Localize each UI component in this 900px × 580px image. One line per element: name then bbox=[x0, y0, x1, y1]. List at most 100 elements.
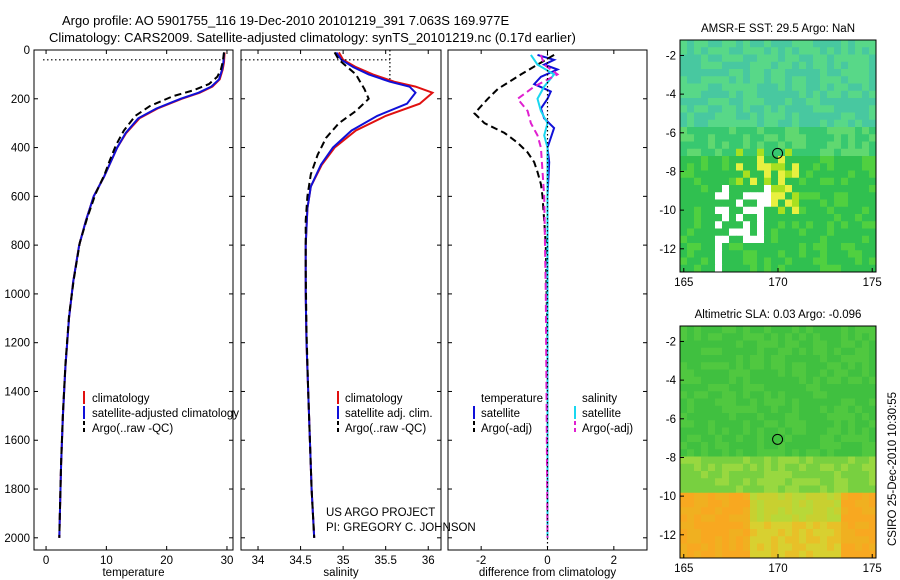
legend-label-temp-satellite: satellite bbox=[481, 408, 520, 420]
sla-map-cell bbox=[848, 485, 856, 494]
sla-map-cell bbox=[778, 478, 786, 486]
sla-map-cell bbox=[778, 449, 786, 457]
sla-map-cell bbox=[750, 391, 758, 399]
sla-map-cell bbox=[862, 362, 870, 370]
sla-map-cell bbox=[792, 405, 800, 414]
sst-map-cell bbox=[736, 134, 744, 142]
sst-map-cell bbox=[715, 112, 723, 121]
sst-map-cell bbox=[778, 47, 786, 55]
sst-map-cell bbox=[799, 221, 807, 229]
sla-map-cell bbox=[757, 413, 765, 421]
sst-map-cell bbox=[855, 98, 863, 106]
sla-map-cell bbox=[827, 529, 835, 537]
sst-map-cell bbox=[799, 250, 807, 258]
sla-map-cell bbox=[715, 514, 723, 523]
sst-map-cell bbox=[813, 235, 821, 244]
sst-map-cell bbox=[813, 69, 821, 77]
sla-map-cell bbox=[694, 362, 702, 370]
sla-map-cell bbox=[827, 384, 835, 392]
sla-map-cell bbox=[743, 529, 751, 537]
sla-map-cell bbox=[715, 347, 723, 356]
sla-map-cell bbox=[827, 485, 835, 494]
sst-map-cell bbox=[764, 141, 772, 150]
sla-map-cell bbox=[827, 333, 835, 341]
sla-map-cell bbox=[778, 355, 786, 363]
sla-map-cell bbox=[708, 529, 716, 537]
sla-map-cell bbox=[785, 478, 793, 486]
sla-map-cell bbox=[722, 369, 730, 378]
sla-map-cell bbox=[785, 442, 793, 450]
sla-map-cell bbox=[757, 449, 765, 457]
sst-map-cell bbox=[701, 235, 709, 244]
sla-map-cell bbox=[841, 326, 849, 334]
sst-map-cell bbox=[799, 177, 807, 186]
sla-map-cell bbox=[680, 529, 688, 537]
sst-map-cell bbox=[764, 98, 772, 106]
salinity-series-satellite-adj-clim- bbox=[304, 51, 417, 538]
sst-map-cell bbox=[750, 98, 758, 106]
sst-map-cell bbox=[806, 61, 814, 70]
sla-map-cell bbox=[848, 376, 856, 385]
sst-map-cell bbox=[806, 228, 814, 237]
sla-map-cell bbox=[722, 362, 730, 370]
sst-map-cell bbox=[680, 47, 688, 55]
sla-map-cell bbox=[848, 492, 856, 501]
sla-map-cell bbox=[785, 369, 793, 378]
sst-map-cell bbox=[792, 61, 800, 70]
sla-map-cell bbox=[862, 442, 870, 450]
sst-map-cell bbox=[757, 69, 765, 77]
sla-map-cell bbox=[750, 500, 758, 508]
sst-map-cell bbox=[778, 170, 786, 179]
sst-map-cell bbox=[687, 235, 695, 244]
sla-map-cell bbox=[806, 442, 814, 450]
sst-map-cell bbox=[841, 156, 849, 164]
sla-map-cell bbox=[701, 434, 709, 443]
sla-map-cell bbox=[757, 521, 765, 530]
sst-map-cell bbox=[848, 69, 856, 77]
sla-map-cell bbox=[722, 384, 730, 392]
sst-map-cell bbox=[799, 112, 807, 121]
sla-map-cell bbox=[785, 413, 793, 421]
sla-map-cell bbox=[722, 434, 730, 443]
sla-map-cell bbox=[743, 326, 751, 334]
sla-map-cell bbox=[680, 362, 688, 370]
sst-map-cell bbox=[820, 76, 828, 84]
difference-xtick-label: 2 bbox=[611, 555, 617, 567]
sst-map-cell bbox=[694, 47, 702, 55]
sst-map-cell bbox=[764, 69, 772, 77]
sst-map-cell bbox=[813, 141, 821, 150]
sst-map-cell bbox=[827, 141, 835, 150]
sla-map-cell bbox=[869, 463, 877, 472]
sla-map-cell bbox=[792, 376, 800, 385]
sst-map-cell bbox=[708, 257, 716, 266]
sla-map-cell bbox=[736, 492, 744, 501]
sst-map-cell bbox=[750, 54, 758, 63]
sla-map-cell bbox=[799, 485, 807, 494]
sst-map-cell bbox=[848, 199, 856, 208]
sla-map-cell bbox=[841, 369, 849, 378]
sla-map-cell bbox=[750, 536, 758, 544]
sst-map-cell bbox=[841, 177, 849, 186]
sst-map-cell bbox=[764, 221, 772, 229]
sst-map-cell bbox=[722, 177, 730, 186]
sst-map-cell bbox=[680, 54, 688, 63]
sst-map-cell bbox=[855, 163, 863, 171]
sst-map-cell bbox=[680, 221, 688, 229]
sst-map-cell bbox=[764, 199, 772, 208]
sst-map-cell bbox=[848, 192, 856, 200]
salinity-xtick-label: 35 bbox=[337, 555, 350, 567]
sla-map-cell bbox=[715, 536, 723, 544]
sla-map-cell bbox=[792, 463, 800, 472]
sla-map-cell bbox=[729, 543, 737, 552]
sla-map-cell bbox=[736, 427, 744, 436]
difference-series-temperature-argo-adj- bbox=[473, 54, 555, 538]
sst-map-cell bbox=[862, 119, 870, 128]
sst-map-cell bbox=[813, 148, 821, 157]
sla-map-cell bbox=[757, 478, 765, 486]
sst-map-cell bbox=[736, 221, 744, 229]
sla-map-cell bbox=[792, 369, 800, 378]
sst-map-cell bbox=[862, 185, 870, 193]
sst-map-cell bbox=[855, 54, 863, 63]
sla-map-cell bbox=[729, 434, 737, 443]
